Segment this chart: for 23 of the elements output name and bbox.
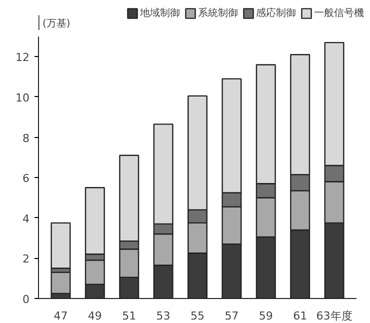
x-tick-label: 63年度 [316, 310, 352, 322]
legend-label: 一般信号機 [314, 6, 364, 20]
x-tick-label: 53 [156, 310, 170, 322]
y-tick-label: 2 [22, 252, 30, 266]
y-tick-label: 10 [16, 91, 30, 104]
y-tick-label: 0 [22, 293, 30, 306]
y-tick-label: 4 [22, 212, 30, 226]
x-tick-label: 49 [88, 310, 102, 322]
legend-label: 地域制御 [140, 6, 180, 20]
legend-label: 系統制御 [198, 6, 238, 20]
x-tick-label: 55 [190, 310, 204, 322]
x-tick-label: 61 [293, 310, 308, 322]
x-tick-label: 57 [224, 310, 239, 322]
x-tick-label: 51 [122, 310, 136, 322]
y-tick-label: 8 [22, 132, 30, 145]
x-tick-label: 47 [54, 310, 68, 322]
legend-label: 感応制御 [256, 6, 296, 20]
y-tick-label: 6 [22, 172, 30, 186]
y-axis-title: (万基) [42, 18, 70, 30]
x-tick-label: 59 [258, 310, 273, 322]
bar [50, 272, 71, 294]
bar [50, 222, 71, 269]
y-tick-label: 12 [16, 51, 30, 64]
